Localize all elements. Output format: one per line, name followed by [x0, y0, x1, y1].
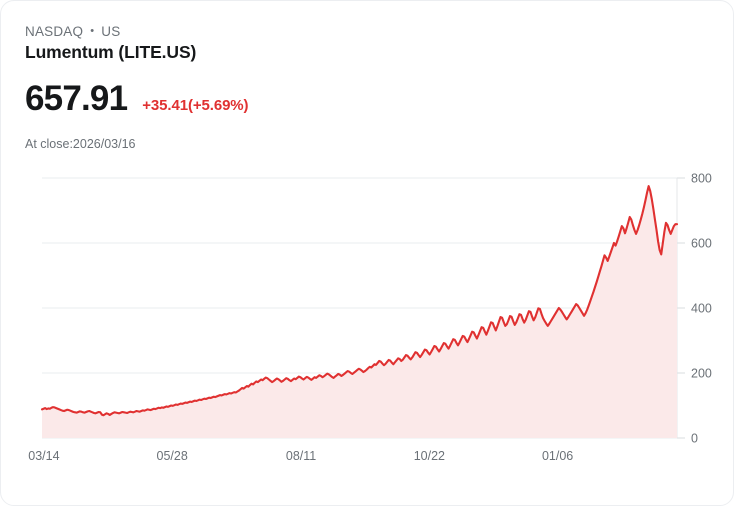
price-change: +35.41(+5.69%)	[142, 97, 249, 114]
x-axis-tick-label: 01/06	[542, 449, 573, 461]
y-axis-tick-label: 200	[691, 367, 712, 381]
chart-line	[40, 185, 679, 417]
page-title: Lumentum (LITE.US)	[25, 42, 197, 62]
y-axis-labels: 0 200 400 600 800	[691, 172, 712, 446]
chart-svg: 0 200 400 600 800 03/14 05/28 08/11 10/22 01/06	[28, 172, 712, 462]
x-axis-tick-label: 03/14	[28, 449, 59, 461]
price-row: 657.91 +35.41(+5.69%)	[25, 79, 249, 118]
current-price: 657.91	[25, 79, 128, 118]
exchange-region: NASDAQ • US	[25, 24, 120, 39]
chart-area-fill	[42, 186, 677, 438]
x-axis-tick-label: 10/22	[414, 449, 445, 461]
region-name: US	[101, 24, 121, 39]
separator-dot: •	[90, 25, 95, 37]
x-axis-tick-label: 05/28	[157, 449, 188, 461]
exchange-name: NASDAQ	[25, 24, 84, 39]
market-status: At close:2026/03/16	[25, 137, 136, 151]
x-axis-labels: 03/14 05/28 08/11 10/22 01/06	[28, 449, 573, 461]
y-axis-tick-label: 0	[691, 432, 698, 446]
x-axis-tick-label: 08/11	[286, 449, 316, 461]
price-chart[interactable]: 0 200 400 600 800 03/14 05/28 08/11 10/22 01/06	[1, 161, 733, 462]
y-axis-tick-label: 800	[691, 172, 712, 186]
y-axis-tick-label: 600	[691, 237, 712, 251]
y-axis-tick-label: 400	[691, 302, 712, 316]
